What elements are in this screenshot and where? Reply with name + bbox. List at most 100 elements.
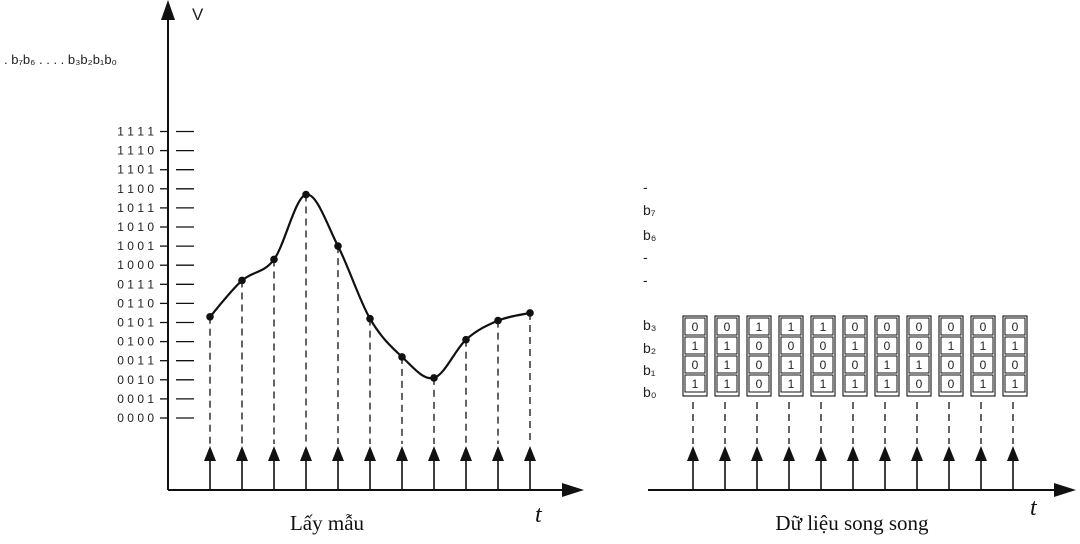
bit-cell xyxy=(716,336,738,355)
bit-cell xyxy=(748,336,770,355)
bit-cell xyxy=(748,317,770,336)
v-axis-label: V xyxy=(192,5,204,24)
bit-cell-value: 1 xyxy=(948,339,955,353)
sample-arrowhead xyxy=(364,446,376,461)
sample-point xyxy=(430,374,438,382)
parallel-word-outline xyxy=(906,315,932,397)
parallel-arrowhead xyxy=(783,446,795,461)
bit-cell-value: 1 xyxy=(788,358,795,372)
bit-cell xyxy=(908,336,930,355)
parallel-bit-grid: 0 1 0 1 0 1 1 1 1 0 0 0 1 0 1 1 1 0 0 1 0 1 0 1 0 0 1 1 0 0 1 0 0 1 0 0 0 1 0 1… xyxy=(682,315,1028,397)
level-label: 0 1 1 1 xyxy=(117,277,154,291)
bit-row-label: b₁ xyxy=(643,362,656,378)
bit-cell xyxy=(908,317,930,336)
bit-row-label: - xyxy=(643,272,648,288)
bit-cell-value: 1 xyxy=(724,339,731,353)
bit-cell xyxy=(940,317,962,336)
level-label: 0 0 1 0 xyxy=(117,373,154,387)
parallel-word-outline xyxy=(842,315,868,397)
bit-cell-value: 0 xyxy=(756,377,763,391)
sample-point xyxy=(238,276,246,285)
parallel-word-outline xyxy=(746,315,772,397)
bit-cell xyxy=(908,355,930,374)
parallel-data-diagram: t Dữ liệu song song - b₇ b₆ - - b₃ b₂ b₁ b₀ 0 1 0 1… xyxy=(643,179,1076,535)
bit-cell-value: 1 xyxy=(724,358,731,372)
bit-cell-value: 1 xyxy=(916,358,923,372)
level-label: 0 0 0 0 xyxy=(117,411,154,425)
bit-cell-value: 1 xyxy=(756,320,763,334)
bit-cell-value: 1 xyxy=(980,377,987,391)
sample-point xyxy=(494,316,502,325)
bit-cell-value: 1 xyxy=(852,377,859,391)
bit-cell-value: 0 xyxy=(820,339,827,353)
parallel-word-outline xyxy=(874,315,900,397)
bit-cell-value: 1 xyxy=(692,377,699,391)
level-label: 0 0 0 1 xyxy=(117,392,154,406)
sample-arrowhead xyxy=(460,446,472,461)
bit-cell-value: 1 xyxy=(724,377,731,391)
sample-arrowhead xyxy=(332,446,344,461)
bit-row-labels: - b₇ b₆ - - b₃ b₂ b₁ b₀ xyxy=(643,179,657,400)
parallel-word-outline xyxy=(778,315,804,397)
bit-cell-value: 1 xyxy=(1012,339,1019,353)
bit-cell xyxy=(684,355,706,374)
bit-cell-value: 0 xyxy=(948,320,955,334)
bit-cell-value: 1 xyxy=(852,339,859,353)
sample-point xyxy=(270,255,278,264)
level-label: 1 1 0 1 xyxy=(117,163,154,177)
sample-point xyxy=(334,242,342,250)
bit-cell-value: 0 xyxy=(788,339,795,353)
bit-cell xyxy=(812,336,834,355)
parallel-word-outline xyxy=(714,315,740,397)
parallel-word-outline xyxy=(810,315,836,397)
bit-cell xyxy=(780,317,802,336)
bit-row-label: b₃ xyxy=(643,317,657,333)
bit-row-label: b₇ xyxy=(643,202,656,218)
bit-cell-value: 1 xyxy=(788,320,795,334)
caption-right: Dữ liệu song song xyxy=(775,511,929,535)
bit-cell-value: 1 xyxy=(788,377,795,391)
parallel-arrowhead xyxy=(975,446,987,461)
level-label: 1 1 1 0 xyxy=(117,144,154,158)
sample-arrowhead xyxy=(204,446,216,461)
level-label: 1 0 1 0 xyxy=(117,220,154,234)
parallel-arrowhead xyxy=(815,446,827,461)
level-label: 1 0 1 1 xyxy=(117,201,154,215)
bit-row-label: b₆ xyxy=(643,227,656,243)
bit-cell-value: 0 xyxy=(1012,358,1019,372)
bit-cell-value: 0 xyxy=(756,358,763,372)
sample-arrowhead xyxy=(236,446,248,461)
bit-cell xyxy=(1004,336,1026,355)
bit-cell xyxy=(972,374,994,393)
bit-cell-value: 0 xyxy=(820,358,827,372)
bit-cell xyxy=(844,355,866,374)
bit-cell-value: 0 xyxy=(980,358,987,372)
bit-cell-value: 0 xyxy=(852,320,859,334)
bit-row-label: - xyxy=(643,249,648,265)
parallel-arrowhead xyxy=(943,446,955,461)
bit-cell xyxy=(876,374,898,393)
parallel-arrowhead xyxy=(879,446,891,461)
bits-header: . b₇b₆ . . . . b₃b₂b₁b₀ xyxy=(4,52,117,67)
bit-cell xyxy=(716,317,738,336)
bit-cell xyxy=(716,374,738,393)
bit-cell xyxy=(908,374,930,393)
bit-cell xyxy=(812,317,834,336)
bit-cell xyxy=(684,336,706,355)
bit-cell xyxy=(1004,317,1026,336)
parallel-word-outline xyxy=(682,315,708,397)
bit-cell xyxy=(1004,374,1026,393)
bit-cell-value: 0 xyxy=(692,358,699,372)
bit-cell xyxy=(940,374,962,393)
bit-cell-value: 0 xyxy=(756,339,763,353)
sample-point xyxy=(462,335,470,344)
bit-row-label: - xyxy=(643,179,648,195)
bit-cell-value: 0 xyxy=(916,320,923,334)
sample-point xyxy=(366,314,374,323)
sampler-lines xyxy=(204,194,536,490)
bit-cell xyxy=(844,374,866,393)
bit-cell-value: 0 xyxy=(980,320,987,334)
bit-cell xyxy=(876,355,898,374)
bit-cell xyxy=(812,374,834,393)
bit-cell-value: 1 xyxy=(1012,377,1019,391)
